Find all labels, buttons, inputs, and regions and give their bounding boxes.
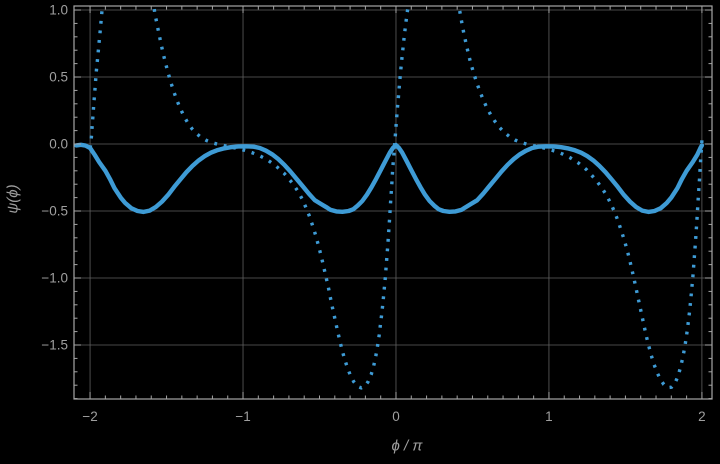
y-tick-label: −1.0: [41, 271, 68, 286]
x-tick-label: 0: [392, 409, 400, 424]
psi-solid-curve: [74, 142, 705, 215]
psi-dotted-curve: [88, 6, 704, 390]
x-tick-label: −1: [235, 409, 250, 424]
y-tick-label: −1.5: [41, 338, 68, 353]
y-tick-label: −0.5: [41, 204, 68, 219]
tick-labels: −2 −1 0 1 2 1.0 0.5 0.0 −0.5 −1.0 −1.5: [41, 3, 705, 424]
y-tick-label: 0.5: [49, 70, 68, 85]
y-tick-label: 1.0: [49, 3, 68, 18]
y-tick-label: 0.0: [49, 137, 68, 152]
ticks: [74, 6, 712, 400]
x-tick-label: 2: [698, 409, 706, 424]
x-axis-label: ϕ / π: [391, 437, 423, 455]
x-tick-label: 1: [545, 409, 553, 424]
curves-layer: [74, 6, 705, 390]
y-axis-label: ψ(ϕ): [4, 184, 22, 214]
plot-frame: [73, 5, 713, 400]
gridlines: [74, 6, 712, 399]
x-tick-label: −2: [82, 409, 97, 424]
